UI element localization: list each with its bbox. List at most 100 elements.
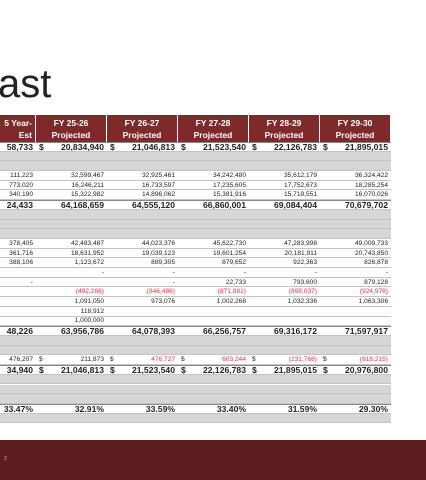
table-cell: 32.91% — [36, 405, 107, 413]
cell-text: 70,679,702 — [344, 201, 388, 209]
table-cell: - — [107, 278, 178, 287]
cell-text: 18,631,952 — [70, 249, 104, 257]
table-cell: $ (918,215) — [320, 355, 391, 364]
header-line: 5 Year- — [4, 118, 32, 128]
blank-row — [0, 151, 391, 162]
blank-row — [0, 336, 391, 346]
cell-text: 44,023,376 — [141, 239, 175, 247]
table-row: (492,286) (846,486) (871,881) (898,037) (924… — [0, 288, 391, 298]
table-cell: 19,039,123 — [107, 249, 178, 258]
header-line: FY 27-28 — [195, 118, 231, 128]
currency-sign: $ — [110, 143, 115, 151]
cell-text: (898,037) — [288, 288, 317, 296]
table-cell: 17,235,605 — [178, 181, 249, 190]
header-line: Projected — [335, 130, 375, 140]
cell-text: 20,181,911 — [284, 249, 317, 257]
table-cell: 29.30% — [320, 405, 391, 413]
cell-text: 15,381,916 — [212, 191, 246, 199]
blank-row — [0, 229, 391, 239]
cell-text: 63,956,786 — [60, 327, 104, 335]
table-cell: 111,223 — [0, 171, 36, 180]
table-cell: (846,486) — [107, 288, 178, 297]
table-cell: $ (231,768) — [249, 355, 320, 364]
table-cell: 773,020 — [0, 181, 36, 190]
table-cell: 340,190 — [0, 191, 36, 200]
table-cell: $21,895,015 — [249, 366, 320, 374]
blank-row — [0, 345, 391, 356]
table-cell: - — [36, 268, 107, 277]
table-cell: 64,555,120 — [107, 201, 178, 209]
cell-text: 14,896,062 — [141, 191, 175, 199]
table-cell: 18,285,254 — [320, 181, 391, 190]
cell-text: 33.47% — [3, 404, 33, 413]
cell-text: - — [172, 278, 175, 286]
column-header: 5 Year- Est — [0, 115, 35, 142]
cell-text: 32,599,467 — [70, 171, 104, 179]
header-line: Projected — [51, 130, 91, 140]
cell-text: 879,652 — [222, 259, 246, 267]
table-cell: 34,242,480 — [178, 171, 249, 180]
cell-amount: 22,126,783 — [202, 366, 246, 374]
cell-text: 47,283,998 — [283, 239, 317, 247]
column-header: FY 27-28 Projected — [178, 115, 248, 142]
table-cell: 14,896,062 — [107, 191, 178, 200]
table-row: 118,912 — [0, 307, 391, 317]
currency-sign: $ — [252, 143, 257, 151]
cell-text: 340,190 — [9, 191, 33, 199]
header-line: Projected — [122, 130, 162, 140]
header-line: Projected — [264, 130, 304, 140]
table-cell: 973,076 — [107, 297, 178, 306]
blank-row — [0, 413, 391, 424]
table-cell: 16,070,026 — [320, 191, 391, 200]
page-number: 2 — [4, 456, 7, 462]
table-cell: $21,523,540 — [178, 143, 249, 151]
table-cell: $20,834,940 — [36, 143, 107, 151]
table-cell: 66,860,001 — [178, 201, 249, 209]
table-cell: 48,226 — [0, 327, 36, 335]
table-cell: 476,207 — [0, 355, 36, 364]
cell-text: 32,925,461 — [141, 171, 175, 179]
currency-sign: $ — [181, 366, 186, 374]
table-cell: 20,181,911 — [249, 249, 320, 258]
cell-text: 1,123,672 — [74, 259, 104, 267]
table-cell: 16,733,597 — [107, 181, 178, 190]
cell-amount: 603,244 — [222, 356, 246, 364]
cell-text: 33.59% — [145, 404, 175, 413]
table-cell: 15,322,982 — [36, 191, 107, 200]
cell-amount: 21,523,540 — [202, 143, 246, 151]
cell-text: 388,106 — [9, 259, 33, 267]
cell-text: 476,207 — [9, 356, 33, 364]
cell-text: 19,039,123 — [141, 249, 175, 257]
table-cell: $20,976,800 — [320, 366, 391, 374]
slide-title: ast — [0, 62, 52, 106]
table-cell: 24,433 — [0, 201, 36, 209]
cell-text: 24,433 — [6, 201, 33, 209]
cell-text: 118,912 — [80, 307, 104, 315]
table-cell: 49,009,733 — [320, 239, 391, 248]
header-line: FY 26-27 — [124, 118, 160, 128]
table-cell: 20,743,850 — [320, 249, 391, 258]
cell-amount: 20,976,800 — [344, 366, 388, 374]
cell-text: 826,878 — [364, 259, 388, 267]
table-cell: 361,716 — [0, 249, 36, 258]
header-line: Est — [18, 130, 32, 140]
cell-text: 17,235,605 — [212, 181, 246, 189]
table-cell: 18,631,952 — [36, 249, 107, 258]
table-cell: 66,256,757 — [178, 327, 249, 335]
table-cell: $211,873 — [36, 355, 107, 364]
table-cell: 71,597,917 — [320, 327, 391, 335]
table-cell: 64,168,659 — [36, 201, 107, 209]
cell-text: (492,286) — [75, 288, 104, 296]
cell-text: 773,020 — [9, 181, 33, 189]
cell-text: 64,555,120 — [131, 201, 175, 209]
blank-row — [0, 161, 391, 172]
currency-sign: $ — [252, 366, 257, 374]
currency-sign: $ — [39, 143, 44, 151]
cell-text: 973,076 — [151, 298, 175, 306]
currency-sign: $ — [110, 366, 115, 374]
table-row: 773,020 16,246,211 16,733,597 17,235,605 17,… — [0, 181, 391, 191]
table-cell: 879,652 — [178, 258, 249, 267]
table-cell: 16,246,211 — [36, 181, 107, 190]
table-cell: 69,316,172 — [249, 327, 320, 335]
table-cell: (898,037) — [249, 288, 320, 297]
